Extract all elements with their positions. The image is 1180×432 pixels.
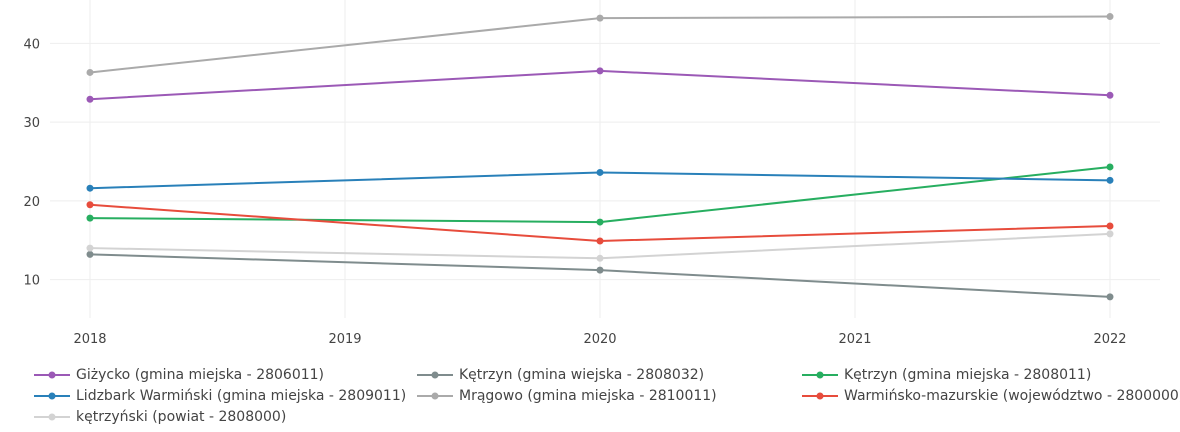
legend-swatch-icon: [34, 371, 70, 379]
series-2[interactable]: [86, 163, 1114, 226]
y-tick-label: 30: [23, 116, 40, 131]
legend-label: kętrzyński (powiat - 2808000): [76, 409, 287, 425]
series-lines: [86, 13, 1114, 301]
data-point[interactable]: [596, 237, 604, 245]
data-point[interactable]: [1106, 230, 1114, 238]
x-tick-label: 2020: [583, 332, 616, 347]
legend-item[interactable]: Kętrzyn (gmina miejska - 2808011): [802, 365, 1091, 385]
data-point[interactable]: [1106, 222, 1114, 230]
series-4[interactable]: [86, 13, 1114, 76]
x-tick-label: 2022: [1093, 332, 1126, 347]
y-axis-ticks: 10 20 30 40: [23, 37, 40, 288]
data-point[interactable]: [596, 266, 604, 274]
x-axis-ticks: 2018 2019 2020 2021 2022: [73, 332, 1126, 347]
legend-label: Kętrzyn (gmina miejska - 2808011): [844, 367, 1092, 383]
legend-item[interactable]: Lidzbark Warmiński (gmina miejska - 2809…: [34, 386, 406, 406]
legend-swatch-icon: [417, 371, 453, 379]
legend-swatch-icon: [34, 413, 70, 421]
legend-swatch-icon: [802, 371, 838, 379]
y-tick-label: 10: [23, 274, 40, 289]
legend: Giżycko (gmina miejska - 2806011) Kętrzyn…: [34, 365, 1180, 432]
data-point[interactable]: [86, 95, 94, 103]
legend-label: Kętrzyn (gmina wiejska - 2808032): [459, 367, 705, 383]
data-point[interactable]: [596, 168, 604, 176]
data-point[interactable]: [1106, 176, 1114, 184]
series-1[interactable]: [86, 250, 1114, 301]
y-tick-label: 40: [23, 37, 40, 52]
data-point[interactable]: [596, 254, 604, 262]
legend-swatch-icon: [802, 392, 838, 400]
y-tick-label: 20: [23, 195, 40, 210]
legend-item[interactable]: kętrzyński (powiat - 2808000): [34, 407, 286, 427]
legend-item[interactable]: Kętrzyn (gmina wiejska - 2808032): [417, 365, 704, 385]
data-point[interactable]: [86, 214, 94, 222]
line-chart: 10 20 30 40 2018 2019 2020 2021 2022: [23, 0, 1160, 347]
legend-item[interactable]: Mrągowo (gmina miejska - 2810011): [417, 386, 717, 406]
data-point[interactable]: [1106, 293, 1114, 301]
data-point[interactable]: [86, 68, 94, 76]
x-tick-label: 2021: [838, 332, 871, 347]
data-point[interactable]: [596, 14, 604, 22]
legend-label: Giżycko (gmina miejska - 2806011): [76, 367, 325, 383]
legend-label: Warmińsko-mazurskie (województwo - 28000…: [844, 388, 1180, 404]
series-6[interactable]: [86, 230, 1114, 262]
data-point[interactable]: [86, 184, 94, 192]
data-point[interactable]: [86, 250, 94, 258]
legend-swatch-icon: [417, 392, 453, 400]
legend-item[interactable]: Warmińsko-mazurskie (województwo - 28000…: [802, 386, 1180, 406]
data-point[interactable]: [1106, 163, 1114, 171]
x-tick-label: 2018: [73, 332, 106, 347]
data-point[interactable]: [596, 218, 604, 226]
data-point[interactable]: [86, 201, 94, 209]
legend-label: Lidzbark Warmiński (gmina miejska - 2809…: [76, 388, 407, 404]
series-3[interactable]: [86, 168, 1114, 192]
legend-label: Mrągowo (gmina miejska - 2810011): [459, 388, 717, 404]
data-point[interactable]: [1106, 91, 1114, 99]
series-5[interactable]: [86, 201, 1114, 245]
x-tick-label: 2019: [328, 332, 361, 347]
grid: [50, 0, 1160, 318]
series-0[interactable]: [86, 67, 1114, 103]
data-point[interactable]: [86, 244, 94, 252]
data-point[interactable]: [1106, 13, 1114, 21]
legend-swatch-icon: [34, 392, 70, 400]
data-point[interactable]: [596, 67, 604, 75]
legend-item[interactable]: Giżycko (gmina miejska - 2806011): [34, 365, 324, 385]
